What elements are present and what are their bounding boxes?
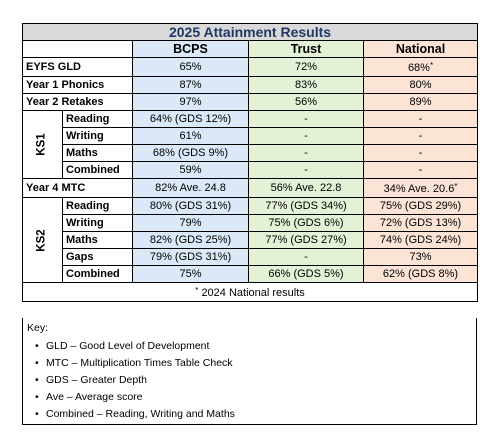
footnote-text: 2024 National results: [201, 287, 305, 299]
national-cell: 68%*: [362, 57, 479, 77]
results-table: 2025 Attainment Results BCPS Trust Natio…: [21, 23, 479, 302]
table-row: Combined 59% - -: [23, 161, 479, 179]
table-row: Year 1 Phonics 87% 83% 80%: [22, 76, 479, 94]
national-cell: 34% Ave. 20.6*: [362, 178, 479, 198]
bcps-cell: 68% (GDS 9%): [132, 144, 249, 162]
national-cell: 80%: [362, 76, 479, 94]
ks2-group-label: KS2: [22, 197, 63, 283]
row-label: Reading: [62, 110, 133, 128]
row-label: Reading: [62, 197, 133, 215]
trust-cell: 83%: [248, 76, 364, 94]
title-row: 2025 Attainment Results: [21, 23, 479, 41]
trust-cell: -: [248, 127, 364, 145]
trust-cell: 72%: [248, 57, 364, 77]
trust-cell: 77% (GDS 27%): [248, 231, 364, 249]
bcps-cell: 61%: [132, 127, 249, 145]
ks2-label: KS2: [36, 228, 48, 252]
list-item: MTC – Multiplication Times Table Check: [35, 355, 235, 372]
ks1-label: KS1: [36, 133, 48, 156]
bcps-cell: 82% Ave. 24.8: [132, 178, 249, 198]
attainment-sheet: 2025 Attainment Results BCPS Trust Natio…: [21, 23, 479, 302]
row-label: Year 1 Phonics: [22, 76, 133, 94]
header-row: BCPS Trust National: [22, 40, 479, 58]
bcps-cell: 79% (GDS 31%): [132, 248, 249, 266]
national-cell: 75% (GDS 29%): [362, 197, 479, 215]
table-row: Gaps 79% (GDS 31%) - 73%: [23, 248, 479, 266]
trust-cell: -: [248, 144, 364, 162]
table-row: Year 2 Retakes 97% 56% 89%: [22, 93, 479, 111]
asterisk-mark: *: [429, 61, 434, 70]
bcps-cell: 87%: [132, 76, 249, 94]
row-label: Writing: [62, 127, 133, 145]
table-row: Maths 82% (GDS 25%) 77% (GDS 27%) 74% (G…: [23, 231, 479, 249]
national-cell: -: [362, 144, 479, 162]
national-value: 34% Ave. 20.6: [383, 183, 455, 195]
list-item: GDS – Greater Depth: [35, 372, 235, 389]
row-label: Maths: [62, 231, 133, 249]
row-label: EYFS GLD: [22, 57, 133, 77]
national-cell: 72% (GDS 13%): [362, 214, 479, 232]
bcps-cell: 82% (GDS 25%): [132, 231, 249, 249]
key-list: GLD – Good Level of Development MTC – Mu…: [35, 338, 235, 423]
table-row: KS2 Reading 80% (GDS 31%) 77% (GDS 34%) …: [22, 197, 479, 283]
table-row: KS1 Reading 64% (GDS 12%) - -: [22, 110, 479, 179]
row-label: Combined: [62, 265, 133, 283]
national-cell: -: [362, 161, 479, 179]
national-cell: 89%: [362, 93, 479, 111]
header-national: National: [362, 40, 479, 58]
bcps-cell: 79%: [132, 214, 249, 232]
table-row: EYFS GLD 65% 72% 68%*: [22, 57, 479, 77]
national-cell: 74% (GDS 24%): [362, 231, 479, 249]
national-value: 68%: [407, 62, 430, 74]
national-cell: 62% (GDS 8%): [362, 265, 479, 283]
table-row: Writing 79% 75% (GDS 6%) 72% (GDS 13%): [23, 214, 479, 232]
national-cell: 73%: [362, 248, 479, 266]
bcps-cell: 64% (GDS 12%): [132, 110, 249, 128]
trust-cell: 66% (GDS 5%): [248, 265, 364, 283]
table-row: Writing 61% - -: [23, 127, 479, 145]
list-item: Ave – Average score: [35, 389, 235, 406]
table-row: Maths 68% (GDS 9%) - -: [23, 144, 479, 162]
trust-cell: -: [248, 110, 364, 128]
asterisk-mark: *: [454, 182, 458, 191]
key-box: Key: GLD – Good Level of Development MTC…: [22, 318, 477, 425]
row-label: Writing: [62, 214, 133, 232]
trust-cell: 56%: [248, 93, 364, 111]
page-title: 2025 Attainment Results: [21, 23, 479, 41]
bcps-cell: 65%: [132, 57, 249, 77]
row-label: Year 4 MTC: [22, 178, 133, 198]
bcps-cell: 75%: [132, 265, 249, 283]
footnote-row: * 2024 National results: [21, 282, 479, 302]
trust-cell: 56% Ave. 22.8: [248, 178, 364, 198]
bcps-cell: 97%: [132, 93, 249, 111]
header-trust: Trust: [248, 40, 364, 58]
key-title: Key:: [27, 322, 49, 334]
trust-cell: 77% (GDS 34%): [248, 197, 364, 215]
trust-cell: -: [248, 248, 364, 266]
row-label: Maths: [62, 144, 133, 162]
bcps-cell: 59%: [132, 161, 249, 179]
trust-cell: 75% (GDS 6%): [248, 214, 364, 232]
footnote: * 2024 National results: [21, 282, 479, 302]
header-blank-cell: [22, 40, 133, 58]
national-cell: -: [362, 127, 479, 145]
national-cell: -: [362, 110, 479, 128]
table-row: Year 4 MTC 82% Ave. 24.8 56% Ave. 22.8 3…: [22, 178, 479, 198]
asterisk-mark: *: [195, 286, 199, 295]
bcps-cell: 80% (GDS 31%): [132, 197, 249, 215]
ks1-group-label: KS1: [22, 110, 63, 179]
table-row: Combined 75% 66% (GDS 5%) 62% (GDS 8%): [23, 265, 479, 283]
header-bcps: BCPS: [132, 40, 249, 58]
row-label: Combined: [62, 161, 133, 179]
trust-cell: -: [248, 161, 364, 179]
row-label: Gaps: [62, 248, 133, 266]
list-item: Combined – Reading, Writing and Maths: [35, 406, 235, 423]
list-item: GLD – Good Level of Development: [35, 338, 235, 355]
row-label: Year 2 Retakes: [22, 93, 133, 111]
